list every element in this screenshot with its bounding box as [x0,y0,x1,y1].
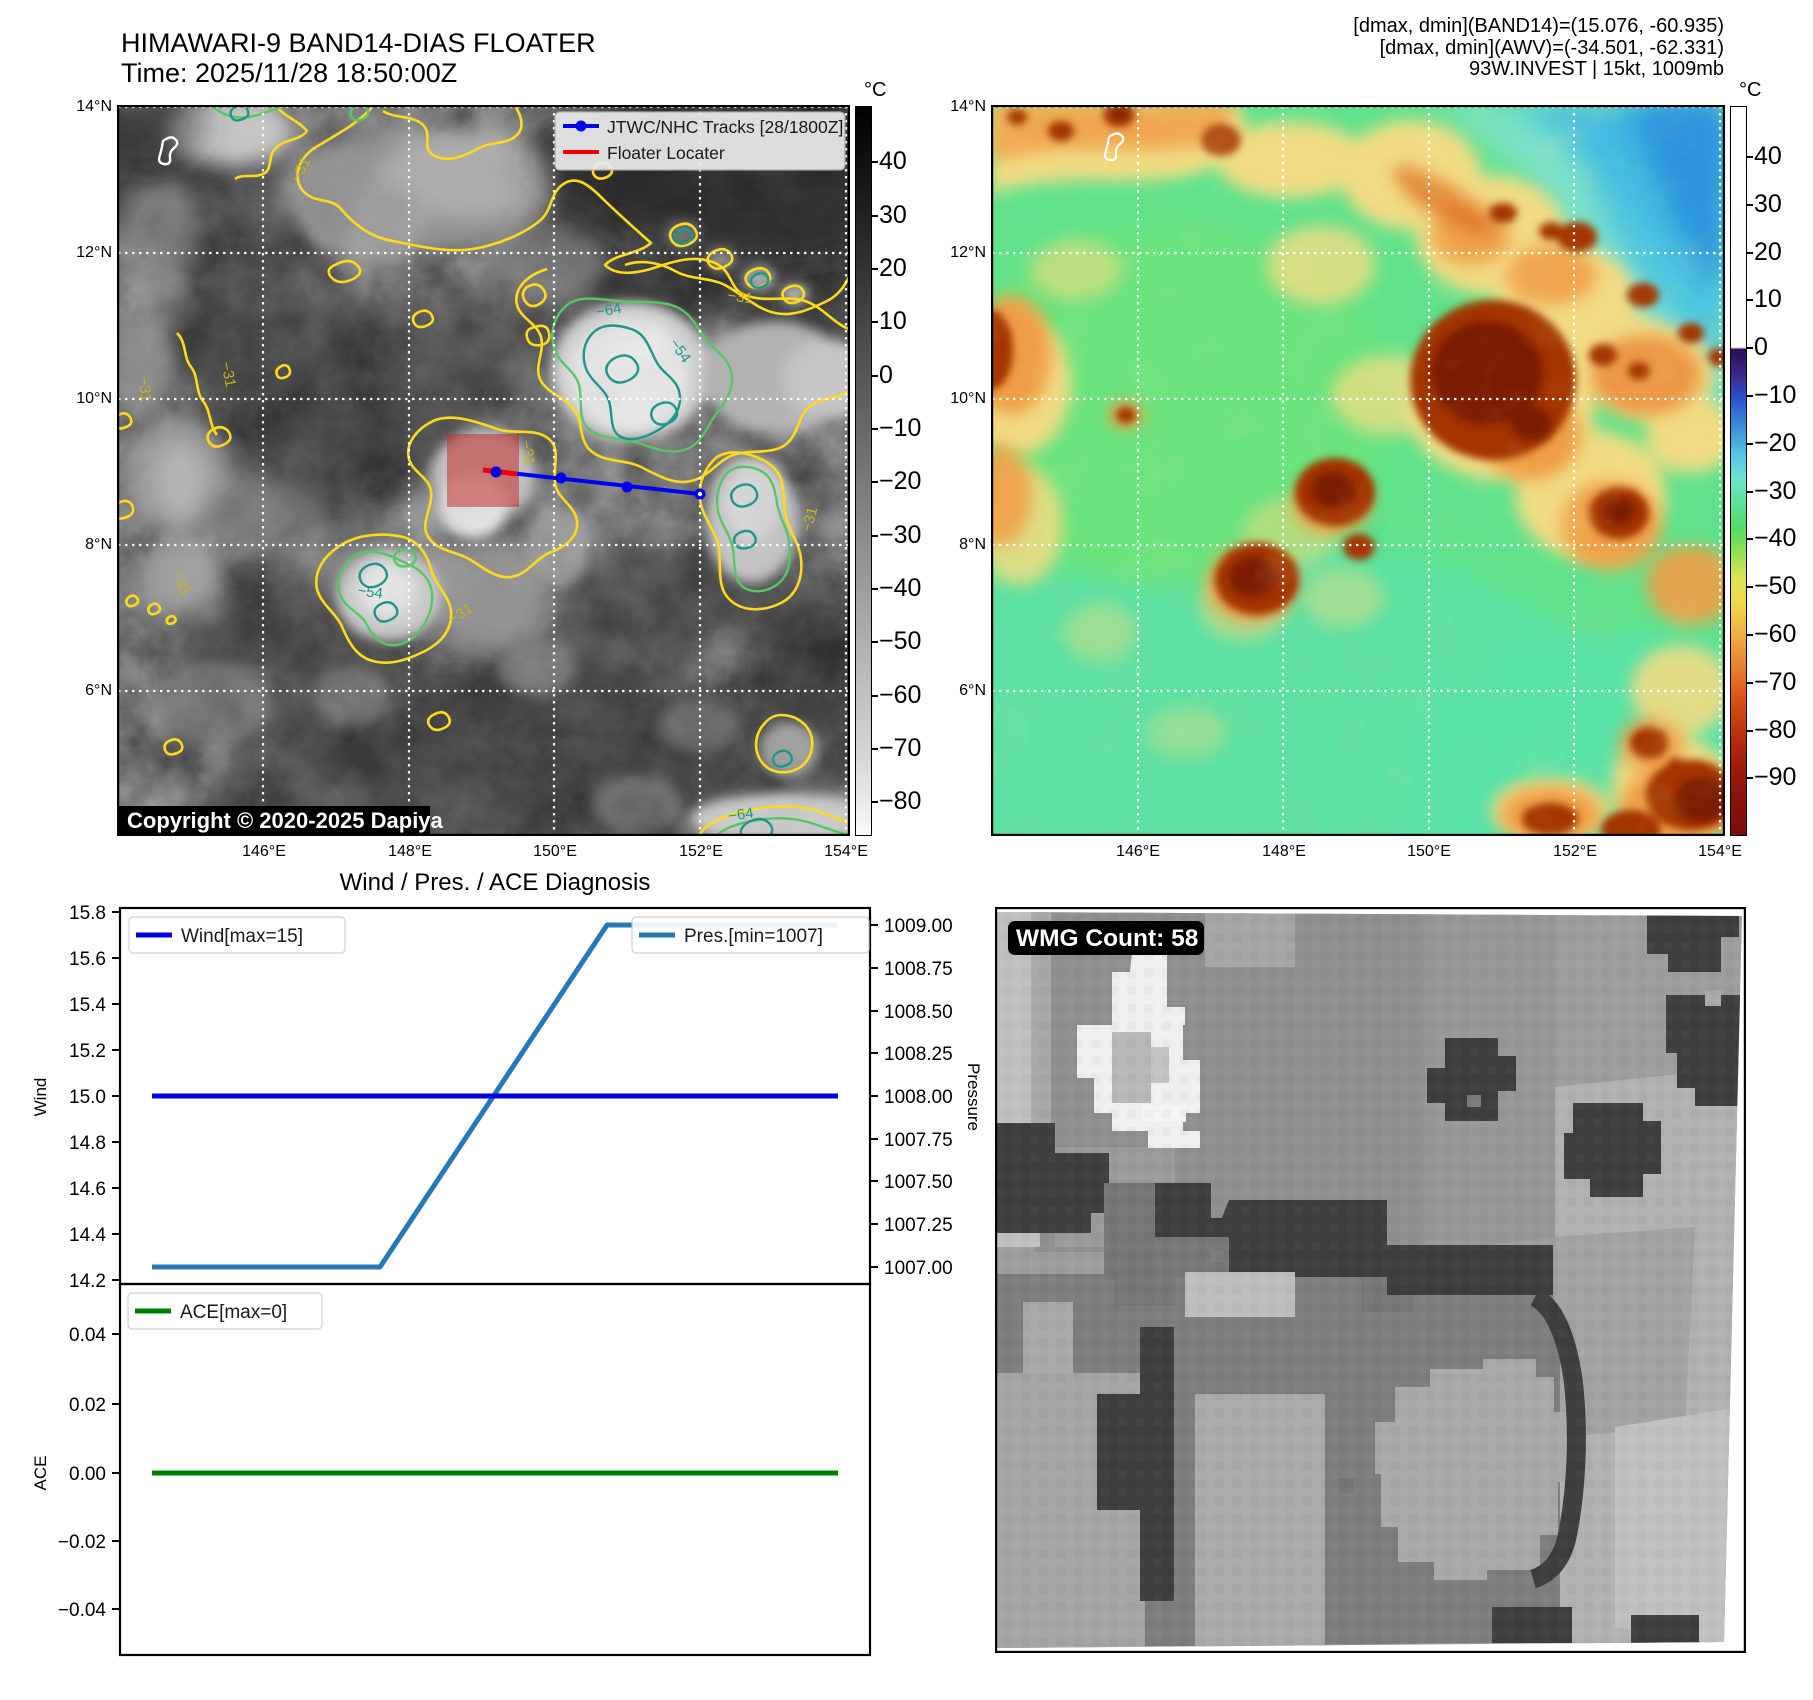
svg-text:−31: −31 [135,376,154,403]
svg-text:15.0: 15.0 [69,1087,106,1108]
svg-text:WMG Count: 58: WMG Count: 58 [1016,925,1198,952]
svg-text:0.04: 0.04 [69,1325,106,1346]
svg-text:14.8: 14.8 [69,1133,106,1154]
svg-text:1008.50: 1008.50 [884,1002,953,1023]
svg-text:1008.25: 1008.25 [884,1044,953,1065]
svg-text:14.2: 14.2 [69,1271,106,1292]
svg-text:1007.75: 1007.75 [884,1130,953,1151]
svg-text:−31: −31 [726,287,754,307]
svg-text:14.6: 14.6 [69,1179,106,1200]
svg-text:−0.02: −0.02 [58,1532,106,1553]
svg-text:14.4: 14.4 [69,1225,106,1246]
svg-text:1007.00: 1007.00 [884,1258,953,1279]
svg-text:1009.00: 1009.00 [884,916,953,937]
svg-text:−64: −64 [595,300,623,321]
svg-text:−64: −64 [727,805,755,825]
svg-text:Wind / Pres. / ACE Diagnosis: Wind / Pres. / ACE Diagnosis [340,869,651,896]
svg-text:15.8: 15.8 [69,903,106,924]
svg-text:−54: −54 [356,582,384,602]
svg-text:JTWC/NHC Tracks [28/1800Z]: JTWC/NHC Tracks [28/1800Z] [607,117,843,137]
svg-text:Floater Locater: Floater Locater [607,143,725,163]
svg-text:ACE[max=0]: ACE[max=0] [180,1302,287,1323]
svg-text:1007.50: 1007.50 [884,1172,953,1193]
svg-text:Wind[max=15]: Wind[max=15] [181,926,303,947]
svg-text:1008.00: 1008.00 [884,1087,953,1108]
svg-text:15.2: 15.2 [69,1041,106,1062]
svg-text:0.00: 0.00 [69,1464,106,1485]
svg-text:Copyright © 2020-2025 Dapiya: Copyright © 2020-2025 Dapiya [127,808,444,833]
svg-text:ACE: ACE [31,1456,50,1491]
svg-text:Pressure: Pressure [964,1063,983,1131]
svg-text:1008.75: 1008.75 [884,959,953,980]
svg-text:−31: −31 [517,439,538,467]
svg-text:15.6: 15.6 [69,949,106,970]
svg-text:15.4: 15.4 [69,995,106,1016]
svg-text:−0.04: −0.04 [58,1600,107,1621]
svg-text:Pres.[min=1007]: Pres.[min=1007] [684,926,823,947]
svg-text:1007.25: 1007.25 [884,1215,953,1236]
svg-text:−31: −31 [798,505,821,534]
svg-text:0.02: 0.02 [69,1395,106,1416]
svg-text:Wind: Wind [31,1078,50,1117]
svg-text:−31: −31 [217,360,239,388]
